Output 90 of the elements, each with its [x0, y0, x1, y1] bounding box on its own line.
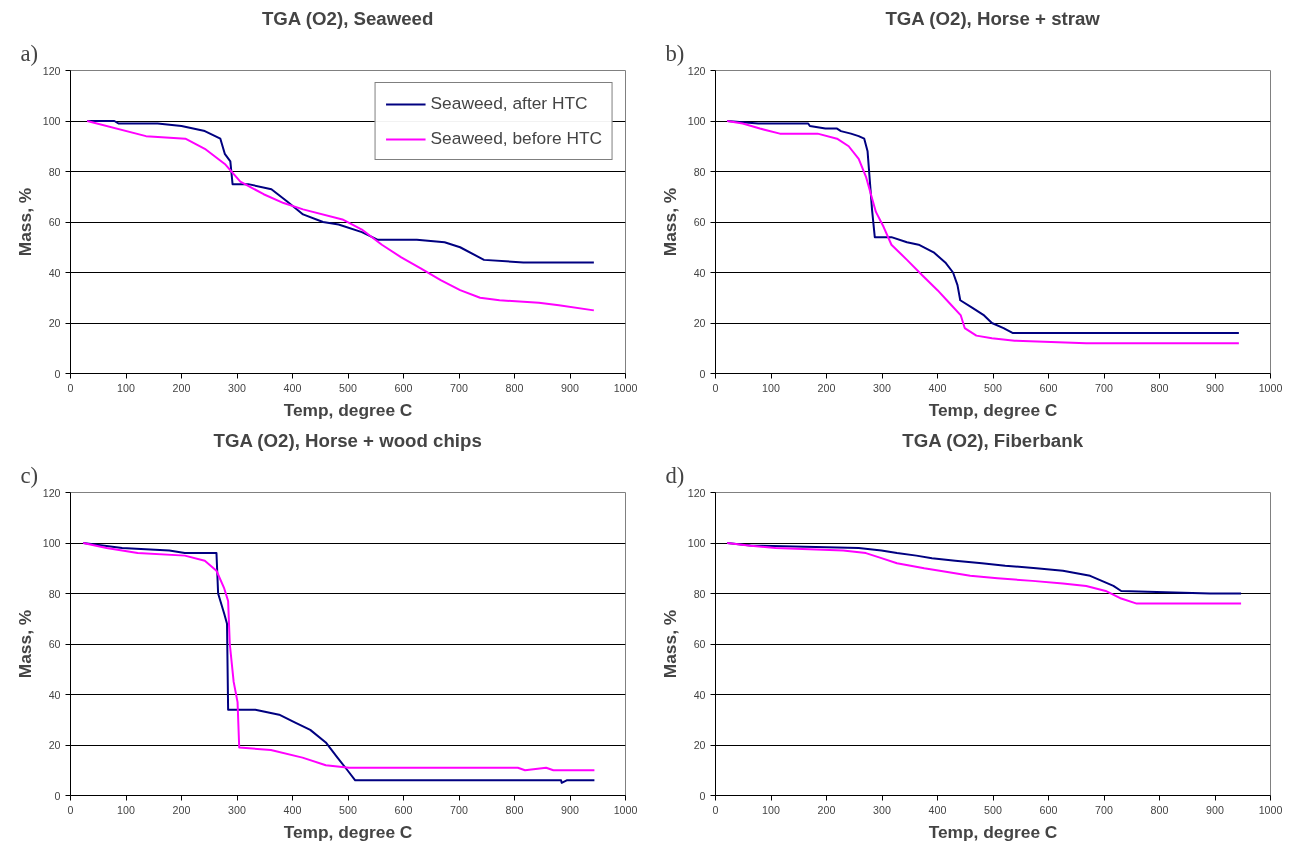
x-tick-label: 300 [873, 803, 891, 816]
y-tick-label: 100 [42, 537, 61, 549]
y-tick-label: 0 [54, 789, 61, 802]
x-tick-label: 200 [172, 381, 191, 394]
x-tick-label: 800 [1150, 381, 1169, 394]
y-tick-label: 20 [693, 739, 706, 751]
y-axis-title: Mass, % [14, 187, 35, 257]
y-tick-label: 20 [48, 317, 61, 329]
x-tick-label: 0 [712, 381, 719, 394]
x-tick-label: 600 [1039, 803, 1058, 816]
y-tick-label: 60 [48, 638, 61, 650]
y-axis-title: Mass, % [659, 609, 680, 679]
x-tick-label: 100 [117, 381, 135, 394]
x-tick-label: 1000 [613, 381, 638, 394]
y-tick-label: 0 [54, 367, 61, 380]
x-tick-label: 0 [67, 803, 74, 816]
y-tick-label: 80 [693, 165, 706, 178]
y-tick-label: 60 [48, 216, 61, 228]
y-tick-label: 0 [699, 789, 706, 802]
y-axis-title: Mass, % [14, 609, 35, 679]
y-axis-title: Mass, % [659, 187, 680, 257]
y-tick-label: 20 [48, 739, 61, 751]
chart-title: TGA (O2), Horse + straw [885, 7, 1101, 29]
x-tick-label: 100 [762, 381, 780, 394]
x-tick-label: 900 [561, 381, 579, 394]
x-tick-label: 600 [394, 803, 413, 816]
x-tick-label: 600 [394, 381, 413, 394]
x-tick-label: 700 [450, 803, 468, 816]
y-tick-label: 0 [699, 367, 706, 380]
x-tick-label: 1000 [613, 803, 638, 816]
legend-label: Seaweed, after HTC [430, 93, 588, 114]
legend-label: Seaweed, before HTC [430, 128, 602, 149]
y-tick-label: 20 [693, 317, 706, 329]
y-tick-label: 80 [48, 587, 61, 600]
x-tick-label: 400 [928, 381, 947, 394]
x-tick-label: 700 [1095, 381, 1113, 394]
y-tick-label: 40 [48, 688, 61, 701]
x-axis-title: Temp, degree C [283, 821, 413, 842]
y-tick-label: 100 [687, 537, 706, 549]
x-tick-label: 900 [1206, 803, 1224, 816]
x-tick-label: 700 [450, 381, 468, 394]
x-tick-label: 800 [1150, 803, 1169, 816]
x-tick-label: 100 [762, 803, 780, 816]
x-axis-title: Temp, degree C [928, 399, 1058, 420]
x-tick-label: 0 [67, 381, 74, 394]
y-tick-label: 100 [687, 115, 706, 127]
x-tick-label: 100 [117, 803, 135, 816]
x-axis-title: Temp, degree C [928, 821, 1058, 842]
x-tick-label: 800 [505, 803, 524, 816]
x-tick-label: 500 [984, 803, 1002, 816]
x-tick-label: 500 [984, 381, 1002, 394]
chart-title: TGA (O2), Fiberbank [902, 429, 1084, 451]
text: c) [20, 462, 39, 488]
text: a) [20, 40, 39, 66]
y-tick-label: 120 [42, 64, 61, 77]
text: d) [665, 462, 685, 488]
x-tick-label: 200 [817, 803, 836, 816]
x-tick-label: 200 [172, 803, 191, 816]
x-tick-label: 900 [1206, 381, 1224, 394]
y-tick-label: 80 [48, 165, 61, 178]
x-tick-label: 500 [339, 381, 357, 394]
x-tick-label: 1000 [1258, 803, 1283, 816]
x-tick-label: 500 [339, 803, 357, 816]
y-tick-label: 120 [687, 64, 706, 77]
x-tick-label: 900 [561, 803, 579, 816]
x-axis-title: Temp, degree C [283, 399, 413, 420]
x-tick-label: 400 [928, 803, 947, 816]
x-tick-label: 0 [712, 803, 719, 816]
y-tick-label: 120 [687, 486, 706, 499]
x-tick-label: 300 [228, 381, 246, 394]
x-tick-label: 200 [817, 381, 836, 394]
x-tick-label: 300 [873, 381, 891, 394]
chart-title: TGA (O2), Horse + wood chips [213, 429, 482, 451]
x-tick-label: 300 [228, 803, 246, 816]
text: b) [665, 40, 685, 66]
y-tick-label: 40 [693, 688, 706, 701]
x-tick-label: 600 [1039, 381, 1058, 394]
chart-title: TGA (O2), Seaweed [261, 7, 434, 29]
y-tick-label: 80 [693, 587, 706, 600]
y-tick-label: 100 [42, 115, 61, 127]
y-tick-label: 60 [693, 216, 706, 228]
x-tick-label: 1000 [1258, 381, 1283, 394]
x-tick-label: 800 [505, 381, 524, 394]
x-tick-label: 400 [283, 381, 302, 394]
y-tick-label: 120 [42, 486, 61, 499]
y-tick-label: 40 [48, 266, 61, 279]
y-tick-label: 40 [693, 266, 706, 279]
x-tick-label: 400 [283, 803, 302, 816]
y-tick-label: 60 [693, 638, 706, 650]
x-tick-label: 700 [1095, 803, 1113, 816]
